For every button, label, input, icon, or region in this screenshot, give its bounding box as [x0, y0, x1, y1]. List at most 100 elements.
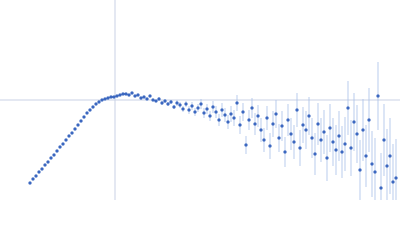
data-point: [124, 92, 128, 96]
data-point: [358, 168, 362, 172]
data-point: [94, 102, 98, 106]
data-point: [349, 146, 353, 150]
data-point: [280, 124, 284, 128]
data-point: [346, 106, 350, 110]
data-point: [367, 118, 371, 122]
data-point: [235, 101, 239, 105]
data-point: [184, 102, 188, 106]
data-point: [316, 122, 320, 126]
data-point: [289, 132, 293, 136]
data-point: [376, 94, 380, 98]
data-point: [43, 163, 47, 167]
data-point: [67, 134, 71, 138]
data-point: [244, 143, 248, 147]
data-point: [274, 112, 278, 116]
data-point: [133, 94, 137, 98]
data-point: [232, 116, 236, 120]
data-point: [343, 142, 347, 146]
data-point: [211, 105, 215, 109]
data-point: [292, 140, 296, 144]
data-point: [100, 98, 104, 102]
data-point: [301, 123, 305, 127]
data-point: [46, 160, 50, 164]
data-point: [379, 186, 383, 190]
data-point: [34, 174, 38, 178]
data-point: [52, 153, 56, 157]
data-point: [247, 118, 251, 122]
data-point: [328, 126, 332, 130]
data-point: [319, 138, 323, 142]
data-point: [283, 150, 287, 154]
data-point: [61, 142, 65, 146]
data-point: [187, 108, 191, 112]
data-point: [178, 103, 182, 107]
data-point: [259, 128, 263, 132]
data-point: [115, 94, 119, 98]
data-point: [286, 118, 290, 122]
data-point: [355, 132, 359, 136]
data-point: [391, 180, 395, 184]
data-point: [112, 95, 116, 99]
data-point: [253, 122, 257, 126]
data-point: [304, 128, 308, 132]
data-point: [148, 94, 152, 98]
data-point: [163, 99, 167, 103]
data-point: [139, 96, 143, 100]
data-point: [199, 102, 203, 106]
data-point: [196, 106, 200, 110]
data-point: [121, 92, 125, 96]
data-point: [268, 144, 272, 148]
data-point: [190, 104, 194, 108]
data-point: [106, 96, 110, 100]
data-point: [370, 162, 374, 166]
data-point: [256, 114, 260, 118]
data-point: [298, 146, 302, 150]
data-point: [277, 136, 281, 140]
data-point: [31, 177, 35, 181]
data-point: [205, 107, 209, 111]
chart: [0, 0, 400, 200]
data-point: [97, 100, 101, 104]
data-point: [136, 93, 140, 97]
data-point: [40, 167, 44, 171]
data-point: [271, 122, 275, 126]
data-point: [58, 145, 62, 149]
data-point: [331, 140, 335, 144]
data-point: [154, 99, 158, 103]
data-point: [193, 110, 197, 114]
data-point: [388, 154, 392, 158]
data-point: [223, 113, 227, 117]
data-point: [172, 105, 176, 109]
data-point: [340, 150, 344, 154]
data-point: [145, 97, 149, 101]
data-point: [364, 154, 368, 158]
data-point: [55, 149, 59, 153]
data-point: [76, 123, 80, 127]
data-point: [295, 108, 299, 112]
data-point: [265, 116, 269, 120]
data-point: [64, 138, 68, 142]
data-point: [382, 138, 386, 142]
data-point: [118, 93, 122, 97]
data-point: [241, 110, 245, 114]
data-point: [127, 93, 131, 97]
data-point: [157, 97, 161, 101]
data-point: [361, 128, 365, 132]
data-point: [28, 181, 32, 185]
data-point: [73, 127, 77, 131]
data-point: [352, 120, 356, 124]
data-point: [238, 123, 242, 127]
data-point: [175, 101, 179, 105]
data-point: [49, 156, 53, 160]
data-point: [103, 97, 107, 101]
data-point: [91, 105, 95, 109]
data-point: [130, 91, 134, 95]
data-point: [229, 112, 233, 116]
data-point: [181, 107, 185, 111]
page: {"chart_data": {"type": "scatter", "xlim…: [0, 0, 400, 200]
data-point: [220, 108, 224, 112]
data-point: [151, 98, 155, 102]
data-point: [70, 131, 74, 135]
data-point: [214, 110, 218, 114]
data-point: [385, 164, 389, 168]
